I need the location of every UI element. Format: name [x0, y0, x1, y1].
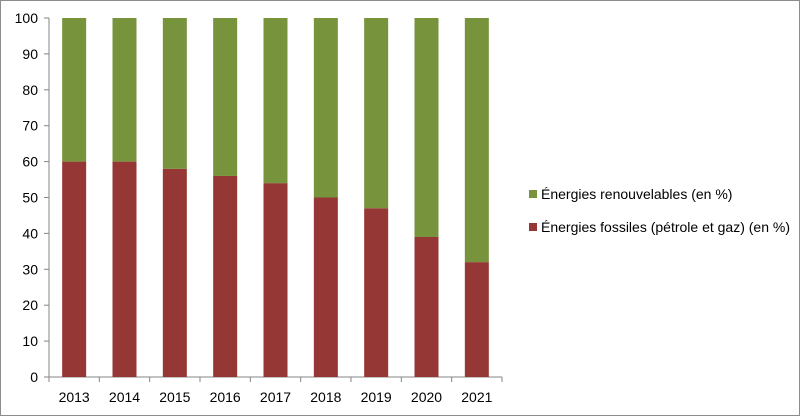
x-tick-label: 2013	[59, 389, 90, 405]
bar-segment-fossiles	[464, 262, 489, 377]
x-tick-label: 2019	[361, 389, 392, 405]
y-tick-label: 10	[22, 333, 38, 349]
bar-segment-fossiles	[162, 168, 187, 377]
y-tick-label: 40	[22, 225, 38, 241]
bar-segment-fossiles	[213, 175, 238, 377]
y-tick-label: 80	[22, 82, 38, 98]
bar-segment-fossiles	[313, 197, 338, 377]
x-tick-label: 2018	[310, 389, 341, 405]
bar-segment-fossiles	[364, 208, 389, 377]
legend-swatch-renouvelables	[529, 190, 537, 198]
bar-segment-fossiles	[62, 161, 87, 377]
bar-segment-renouvelables	[62, 18, 87, 162]
y-tick-label: 100	[15, 10, 39, 26]
y-tick-label: 60	[22, 154, 38, 170]
bar-segment-renouvelables	[263, 18, 288, 184]
legend: Énergies renouvelables (en %) Énergies fo…	[529, 186, 790, 235]
bars	[62, 18, 489, 377]
x-tick-label: 2021	[461, 389, 492, 405]
legend-label-renouvelables: Énergies renouvelables (en %)	[541, 186, 732, 202]
x-tick-label: 2020	[411, 389, 442, 405]
tick-labels: 0 10 20 30 40 50 60 70 80 90 100 2013 2014 2015 2016 20…	[15, 10, 493, 405]
x-tick-label: 2014	[109, 389, 140, 405]
bar-segment-renouvelables	[364, 18, 389, 209]
bar-segment-renouvelables	[112, 18, 137, 162]
x-tick-label: 2017	[260, 389, 291, 405]
x-tick-label: 2016	[210, 389, 241, 405]
y-tick-label: 0	[30, 369, 38, 385]
y-tick-label: 50	[22, 190, 38, 206]
bar-segment-renouvelables	[414, 18, 439, 237]
bar-segment-renouvelables	[213, 18, 238, 176]
legend-label-fossiles: Énergies fossiles (pétrole et gaz) (en %…	[541, 219, 790, 235]
bar-segment-fossiles	[263, 183, 288, 377]
bar-segment-fossiles	[414, 236, 439, 377]
y-tick-label: 20	[22, 297, 38, 313]
y-tick-label: 30	[22, 261, 38, 277]
y-tick-label: 90	[22, 46, 38, 62]
bar-segment-renouvelables	[464, 18, 489, 263]
bar-segment-fossiles	[112, 161, 137, 377]
legend-swatch-fossiles	[529, 223, 537, 231]
bar-segment-renouvelables	[162, 18, 187, 169]
x-tick-label: 2015	[159, 389, 190, 405]
y-tick-label: 70	[22, 118, 38, 134]
bar-segment-renouvelables	[313, 18, 338, 198]
